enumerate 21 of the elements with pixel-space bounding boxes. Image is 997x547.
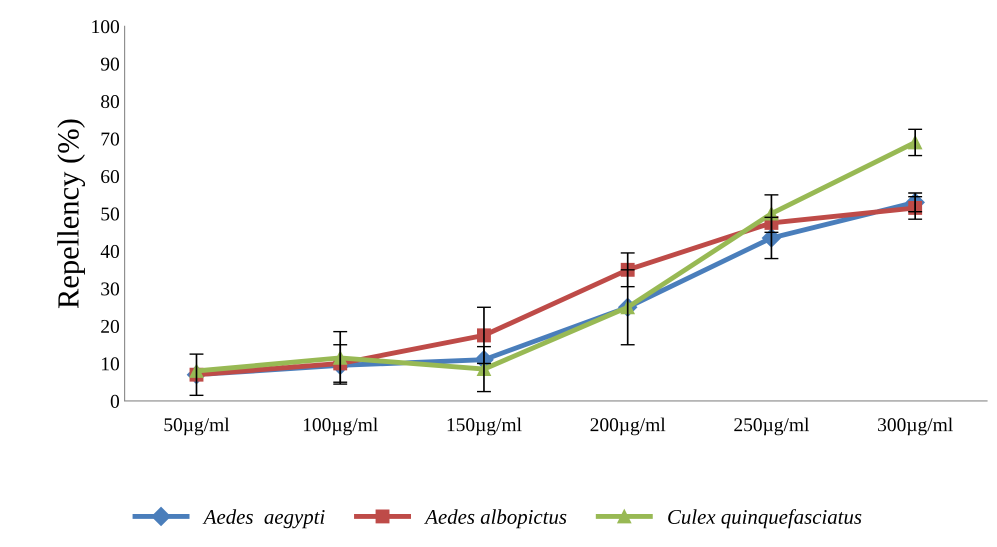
y-tick-label: 10	[102, 357, 120, 370]
x-tick-label: 250µg/ml	[734, 418, 810, 436]
y-tick-label: 0	[110, 394, 120, 408]
y-tick-label: 60	[101, 170, 120, 184]
legend-label: Aedes aegypti	[202, 509, 325, 528]
x-tick-label: 50µg/ml	[164, 418, 230, 436]
y-tick-label: 70	[102, 132, 120, 146]
y-axis-title: Repellency (%)	[57, 120, 86, 308]
y-tick-label: 80	[101, 95, 120, 108]
y-tick-label: 20	[101, 320, 120, 333]
y-tick-label: 100	[92, 20, 120, 34]
x-tick-label: 100µg/ml	[304, 418, 378, 436]
x-tick-label: 300µg/ml	[878, 418, 953, 436]
y-tick-label: 50	[101, 207, 120, 221]
x-tick-label: 200µg/ml	[590, 418, 666, 436]
x-tick-label: 150µg/ml	[448, 418, 522, 436]
legend-label: Aedes albopictus	[424, 509, 566, 528]
y-tick-label: 40	[100, 244, 120, 258]
y-tick-label: 30	[101, 282, 120, 296]
y-tick-label: 90	[100, 58, 120, 71]
legend-label: Culex quinquefasciatus	[668, 509, 862, 528]
